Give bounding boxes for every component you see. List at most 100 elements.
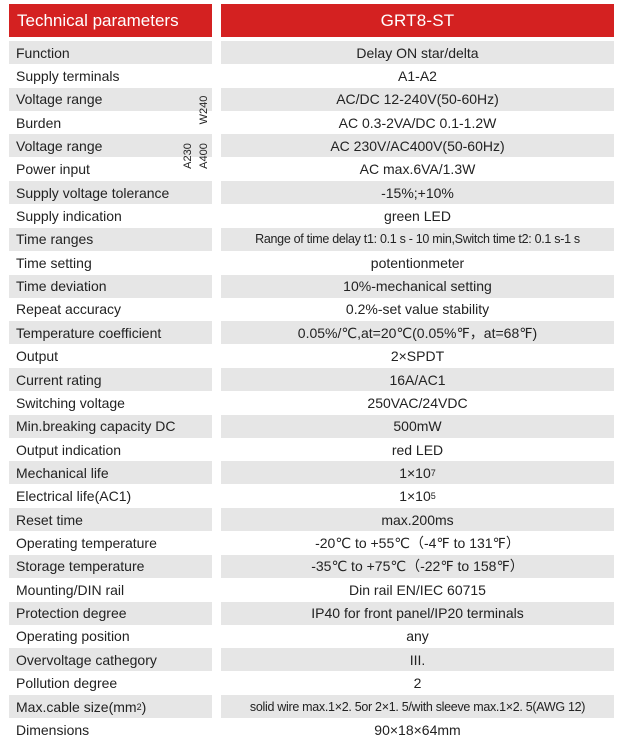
table-row: Supply indication green LED bbox=[0, 205, 624, 228]
table-row: Time setting potentionmeter bbox=[0, 251, 624, 274]
row-value: -20℃ to +55℃（-4℉ to 131℉） bbox=[315, 535, 520, 552]
row-value: 2×SPDT bbox=[390, 348, 445, 365]
row-value: Range of time delay t1: 0.1 s - 10 min,S… bbox=[221, 227, 614, 251]
table-row: Overvoltage cathegory III. bbox=[0, 648, 624, 672]
electrical-life-base: 1×10 bbox=[399, 488, 431, 505]
mechanical-life-exponent: 7 bbox=[430, 467, 436, 478]
row-value: Din rail EN/IEC 60715 bbox=[349, 581, 486, 598]
row-label: Switching voltage bbox=[16, 394, 125, 411]
table-row: Reset time max.200ms bbox=[0, 508, 624, 532]
table-row: Pollution degree 2 bbox=[0, 672, 624, 695]
cable-size-label-sup: 2 bbox=[136, 701, 142, 712]
table-row: Mounting/DIN rail Din rail EN/IEC 60715 bbox=[0, 578, 624, 601]
row-value: potentionmeter bbox=[370, 254, 465, 271]
mechanical-life-base: 1×10 bbox=[399, 464, 431, 481]
table-row: Dimensions 90×18×64mm bbox=[0, 718, 624, 741]
row-value: 1×10 5 bbox=[221, 485, 614, 508]
row-value: -15%;+10% bbox=[221, 181, 614, 205]
row-value: Delay ON star/delta bbox=[221, 41, 614, 64]
a400-tag: A400 bbox=[198, 143, 210, 169]
row-label: Voltage range bbox=[9, 134, 212, 158]
row-label: Output bbox=[16, 348, 59, 365]
table-row: Storage temperature -35℃ to +75℃（-22℉ to … bbox=[0, 554, 624, 578]
parameter-table: Function Delay ON star/delta Supply termi… bbox=[0, 41, 624, 742]
row-value: 90×18×64mm bbox=[374, 721, 461, 738]
row-value: AC/DC 12-240V(50-60Hz) bbox=[221, 87, 614, 111]
table-row: Supply voltage tolerance -15%;+10% bbox=[0, 181, 624, 205]
row-label: Electrical life(AC1) bbox=[16, 488, 132, 505]
row-value: 2 bbox=[413, 675, 422, 692]
table-row: Switching voltage 250VAC/24VDC bbox=[0, 391, 624, 414]
time-ranges-text: Range of time delay t1: 0.1 s - 10 min,S… bbox=[255, 232, 580, 247]
row-label: Time setting bbox=[16, 254, 92, 271]
row-value: green LED bbox=[384, 208, 451, 225]
table-row: Function Delay ON star/delta bbox=[0, 41, 624, 64]
row-value: 250VAC/24VDC bbox=[367, 394, 468, 411]
row-value: III. bbox=[221, 648, 614, 672]
cable-size-label-tail: ) bbox=[141, 698, 147, 715]
header-technical-parameters: Technical parameters bbox=[9, 4, 212, 37]
row-label: Current rating bbox=[9, 368, 212, 392]
table-row: Temperature coefficient 0.05%/℃,at=20℃(0.… bbox=[0, 321, 624, 345]
table-row: Repeat accuracy 0.2%-set value stability bbox=[0, 298, 624, 321]
table-row: Protection degree IP40 for front panel/IP… bbox=[0, 601, 624, 625]
row-label: Supply indication bbox=[16, 208, 122, 225]
row-label: Burden bbox=[16, 114, 62, 131]
cable-size-label: Max.cable size(mm bbox=[16, 698, 137, 715]
table-row: Supply terminals A1-A2 bbox=[0, 64, 624, 87]
table-row: Current rating 16A/AC1 bbox=[0, 368, 624, 392]
row-label: Overvoltage cathegory bbox=[9, 648, 212, 672]
row-label: Operating position bbox=[16, 628, 130, 645]
row-label: Pollution degree bbox=[16, 675, 118, 692]
row-value: AC max.6VA/1.3W bbox=[359, 161, 476, 178]
table-row: Operating temperature -20℃ to +55℃（-4℉ to… bbox=[0, 532, 624, 555]
electrical-life-exponent: 5 bbox=[430, 491, 436, 502]
row-value: IP40 for front panel/IP20 terminals bbox=[221, 601, 614, 625]
table-row: Output indication red LED bbox=[0, 438, 624, 461]
row-label: Mechanical life bbox=[9, 461, 212, 485]
row-value: 1×10 7 bbox=[221, 461, 614, 485]
row-label: Repeat accuracy bbox=[16, 301, 122, 318]
row-label: Mounting/DIN rail bbox=[16, 581, 125, 598]
table-row: Electrical life(AC1) 1×10 5 bbox=[0, 485, 624, 508]
row-label: Voltage range bbox=[9, 87, 212, 111]
row-value: 0.05%/℃,at=20℃(0.05%℉，at=68℉) bbox=[221, 321, 614, 345]
row-label: Time ranges bbox=[9, 227, 212, 251]
row-value: 10%-mechanical setting bbox=[221, 274, 614, 298]
table-row: Operating position any bbox=[0, 625, 624, 648]
row-label: Protection degree bbox=[9, 601, 212, 625]
cable-size-text: solid wire max.1×2. 5or 2×1. 5/with slee… bbox=[249, 699, 586, 714]
row-value: 500mW bbox=[221, 414, 614, 438]
row-label: Function bbox=[9, 41, 212, 64]
row-label: Max.cable size(mm 2) bbox=[9, 695, 212, 719]
row-label: Supply voltage tolerance bbox=[9, 181, 212, 205]
w240-tag: W240 bbox=[198, 95, 210, 125]
row-value: 0.2%-set value stability bbox=[345, 301, 490, 318]
row-label: Min.breaking capacity DC bbox=[9, 414, 212, 438]
row-label: Output indication bbox=[16, 441, 122, 458]
table-row: Time ranges Range of time delay t1: 0.1 s… bbox=[0, 227, 624, 251]
header-model-title: GRT8-ST bbox=[380, 10, 455, 30]
row-label: Reset time bbox=[9, 508, 212, 532]
row-label: Dimensions bbox=[16, 721, 90, 738]
a230-tag: A230 bbox=[182, 143, 194, 169]
table-row: Time deviation 10%-mechanical setting bbox=[0, 274, 624, 298]
row-label: Supply terminals bbox=[16, 67, 120, 84]
row-label: Operating temperature bbox=[16, 535, 157, 552]
table-row: Voltage range AC 230V/AC400V(50-60Hz) bbox=[0, 134, 624, 158]
table-row: Min.breaking capacity DC 500mW bbox=[0, 414, 624, 438]
row-value: any bbox=[406, 628, 429, 645]
table-row: Mechanical life 1×10 7 bbox=[0, 461, 624, 485]
row-value: 16A/AC1 bbox=[221, 368, 614, 392]
row-label: Temperature coefficient bbox=[9, 321, 212, 345]
row-value: solid wire max.1×2. 5or 2×1. 5/with slee… bbox=[221, 695, 614, 719]
row-value: max.200ms bbox=[221, 508, 614, 532]
row-label: Time deviation bbox=[9, 274, 212, 298]
row-value: red LED bbox=[391, 441, 444, 458]
header-left-title: Technical parameters bbox=[17, 10, 179, 30]
row-label: Storage temperature bbox=[9, 554, 212, 578]
table-row: Power input AC max.6VA/1.3W bbox=[0, 158, 624, 181]
table-row: Burden AC 0.3-2VA/DC 0.1-1.2W bbox=[0, 111, 624, 134]
row-value: -35℃ to +75℃（-22℉ to 158℉） bbox=[221, 554, 614, 578]
